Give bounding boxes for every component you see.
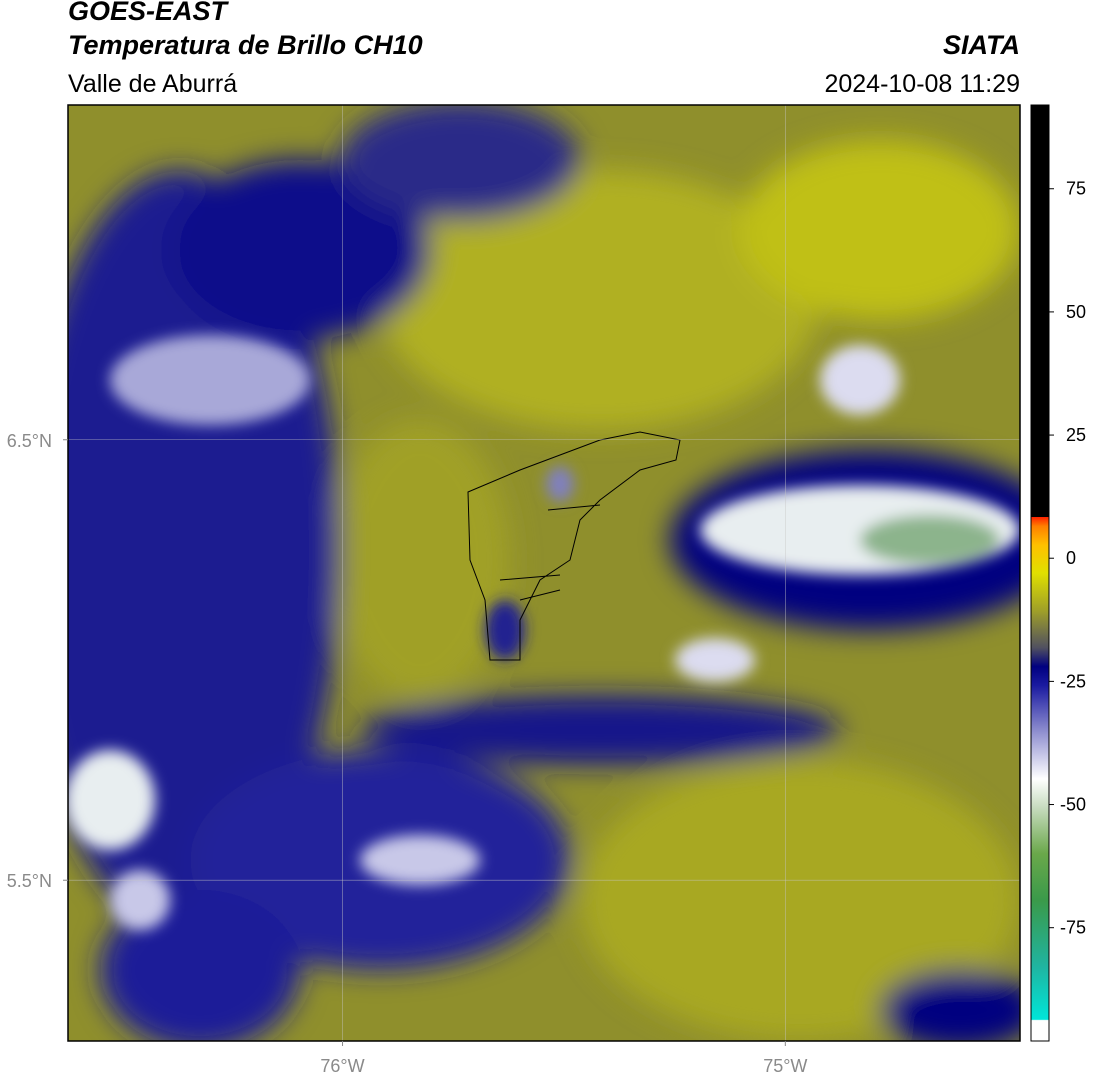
y-tick-label: 5.5°N — [7, 871, 52, 891]
colorbar-tick-label: 50 — [1066, 302, 1086, 322]
colorbar-tick-label: -75 — [1060, 918, 1086, 938]
colorbar-tick-label: -25 — [1060, 671, 1086, 691]
y-tick-label: 6.5°N — [7, 431, 52, 451]
map-frame — [67, 104, 1021, 1042]
source: SIATA — [943, 30, 1020, 60]
datetime: 2024-10-08 11:29 — [824, 70, 1020, 98]
graticule — [68, 105, 1020, 1041]
colorbar — [1030, 104, 1050, 1042]
x-tick-label: 76°W — [320, 1056, 364, 1076]
colorbar-tick-label: 75 — [1066, 179, 1086, 199]
map-image — [68, 105, 1020, 1041]
region: Valle de Aburrá — [68, 70, 237, 98]
title: GOES-EAST — [68, 0, 230, 26]
colorbar-tick-label: 25 — [1066, 425, 1086, 445]
x-tick-label: 75°W — [763, 1056, 807, 1076]
subtitle: Temperatura de Brillo CH10 — [68, 30, 423, 60]
colorbar-tick-label: -50 — [1060, 795, 1086, 815]
colorbar-tick-label: 0 — [1066, 548, 1076, 568]
